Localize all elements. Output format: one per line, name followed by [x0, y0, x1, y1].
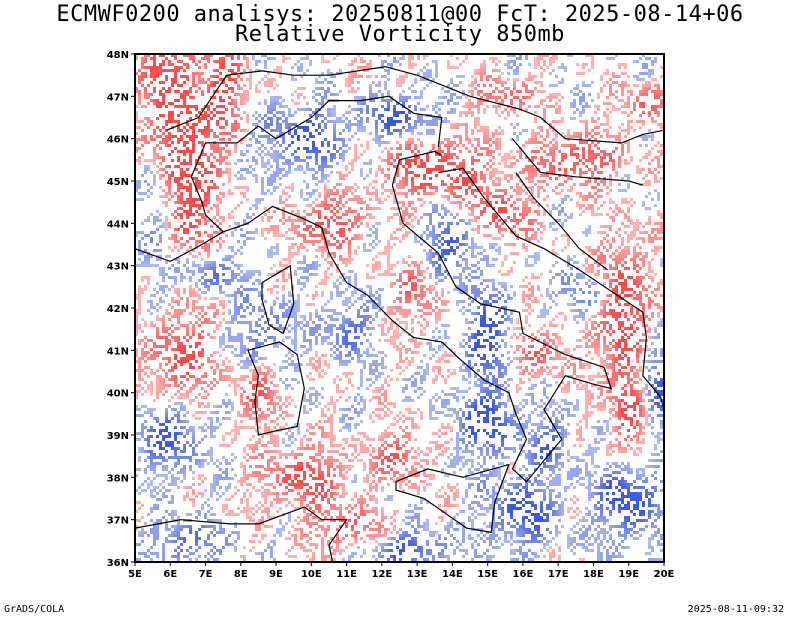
lon-tick-label: 15E	[477, 569, 498, 580]
coastline-path	[166, 66, 664, 144]
coastline-path	[135, 519, 259, 529]
lat-tick-label: 38N	[107, 473, 129, 484]
lat-tick-label: 37N	[107, 516, 129, 527]
lon-tick-label: 9E	[269, 569, 283, 580]
lat-tick-label: 42N	[107, 304, 129, 315]
lat-tick-label: 40N	[107, 389, 129, 400]
lon-tick-label: 19E	[618, 569, 639, 580]
coastline-path	[247, 341, 305, 436]
lat-tick-label: 46N	[107, 135, 129, 146]
coastline-path	[438, 167, 664, 410]
lat-tick-label: 43N	[107, 262, 129, 273]
longitude-axis: 5E 6E 7E 8E 9E 10E 11E 12E 13E 14E 15E 16E 17E 18E 19E…	[128, 562, 675, 580]
lon-tick-label: 5E	[128, 569, 142, 580]
lon-tick-label: 11E	[336, 569, 357, 580]
coastline-path	[135, 231, 224, 263]
latitude-axis: 36N 37N 38N 39N 40N 41N 42N 43N 44N 45N 46N 47N 48N	[107, 50, 135, 569]
lat-tick-label: 47N	[107, 92, 129, 103]
chart-title-line1: ECMWF0200 analisys: 20250811@00 FcT: 202…	[56, 2, 744, 27]
lat-tick-label: 45N	[107, 177, 129, 188]
coastline-path	[395, 463, 510, 534]
coastline-path	[511, 138, 643, 186]
credit-label: GrADS/COLA	[4, 604, 65, 615]
lon-tick-label: 12E	[371, 569, 392, 580]
lon-tick-label: 16E	[513, 569, 534, 580]
coastline-path	[223, 150, 613, 483]
lon-tick-label: 10E	[301, 569, 322, 580]
coastline-path	[515, 172, 608, 271]
lon-tick-label: 7E	[199, 569, 213, 580]
coastline-path	[190, 176, 224, 233]
lat-tick-label: 39N	[107, 431, 129, 442]
lon-tick-label: 18E	[583, 569, 604, 580]
lat-tick-label: 36N	[107, 558, 129, 569]
lon-tick-label: 6E	[163, 569, 177, 580]
lat-tick-label: 48N	[107, 50, 129, 61]
coastline-path	[258, 506, 348, 562]
lat-tick-label: 44N	[107, 219, 129, 230]
vorticity-field	[135, 54, 664, 562]
lon-tick-label: 20E	[654, 569, 675, 580]
chart-title-line2: Relative Vorticity 850mb	[235, 22, 565, 47]
lon-tick-label: 13E	[407, 569, 428, 580]
lon-tick-label: 17E	[548, 569, 569, 580]
coastline-path	[190, 95, 443, 178]
lon-tick-label: 8E	[234, 569, 248, 580]
coastline-path	[261, 264, 295, 335]
lat-tick-label: 41N	[107, 346, 129, 357]
timestamp-label: 2025-08-11-09:32	[687, 604, 784, 615]
lon-tick-label: 14E	[442, 569, 463, 580]
coastlines	[135, 66, 664, 562]
